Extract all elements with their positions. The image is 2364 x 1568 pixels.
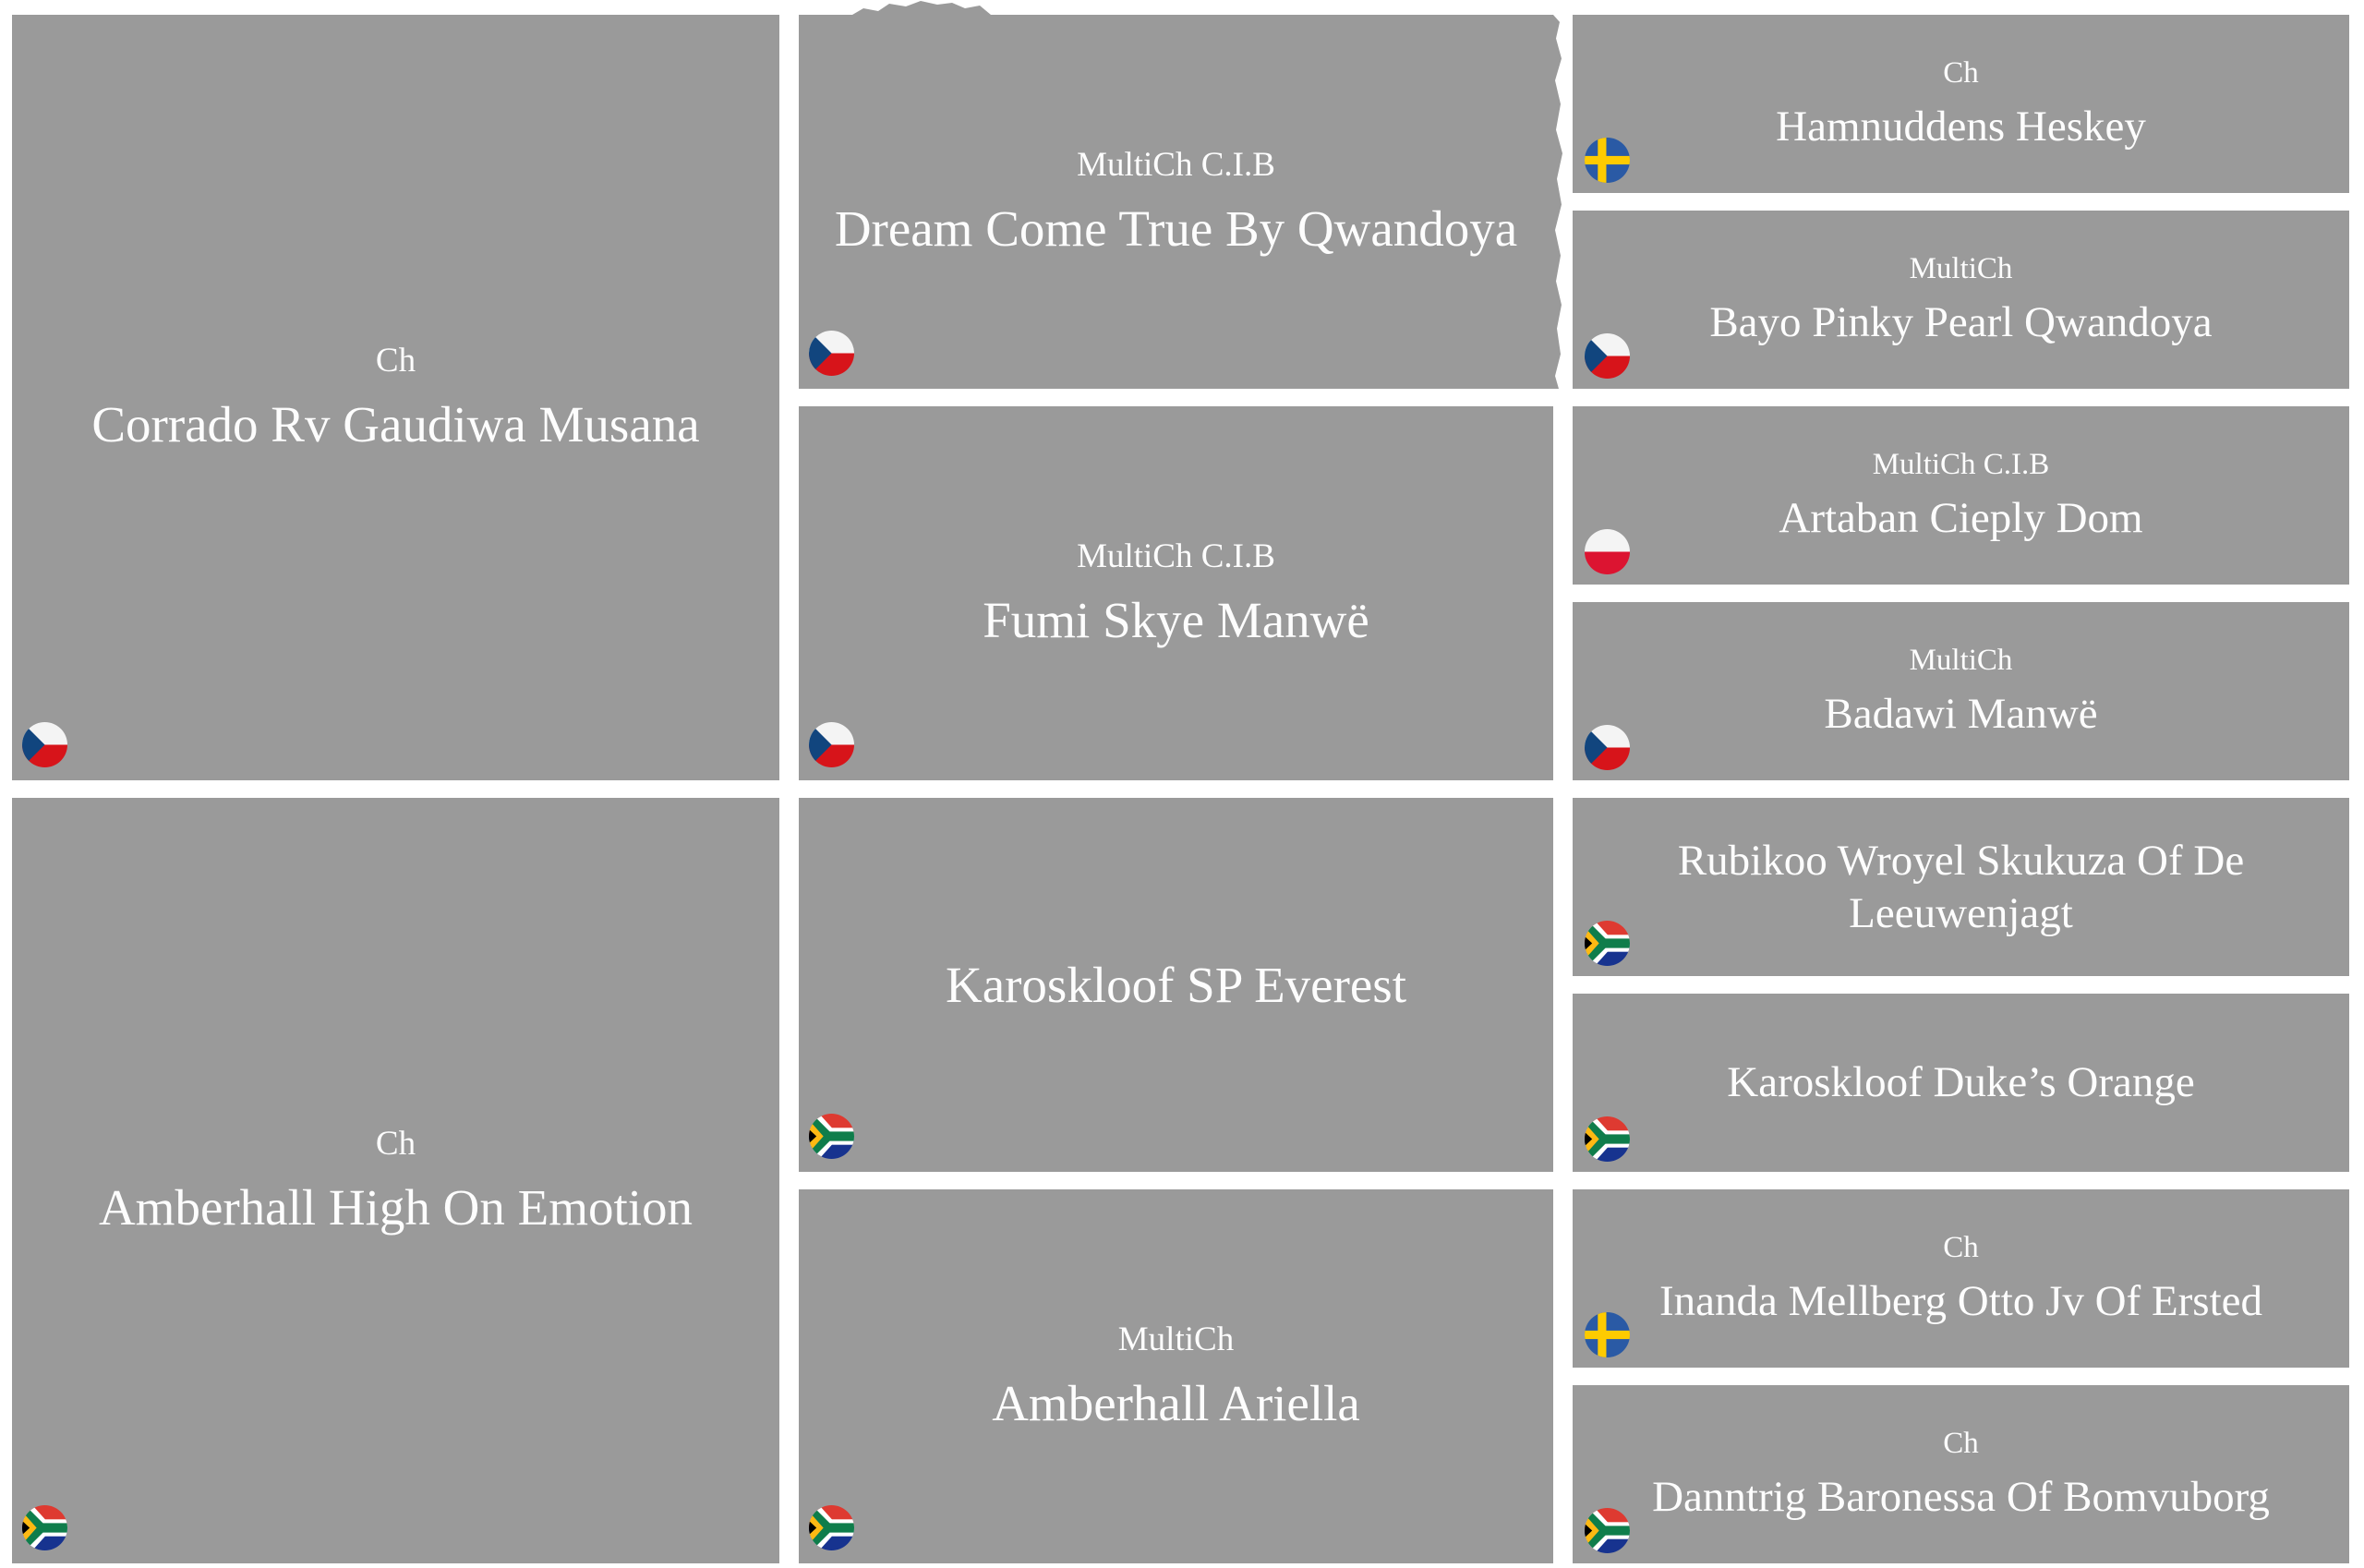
- pedigree-card-dam[interactable]: Ch Amberhall High On Emotion: [12, 798, 779, 1563]
- czech-flag-icon: [809, 331, 854, 376]
- pedigree-card-great-grandparent[interactable]: MultiCh Badawi Manwë: [1573, 602, 2349, 780]
- champion-title: MultiCh C.I.B: [1077, 537, 1275, 576]
- czech-flag-icon: [22, 722, 67, 767]
- champion-title: Ch: [375, 342, 416, 380]
- dog-name: Karoskloof SP Everest: [945, 956, 1406, 1013]
- torn-edge-decoration: [1553, 15, 1565, 389]
- champion-title: Ch: [1943, 1231, 1979, 1265]
- champion-title: MultiCh C.I.B: [1872, 448, 2050, 482]
- pedigree-card-granddam[interactable]: MultiCh Amberhall Ariella: [799, 1189, 1553, 1563]
- dog-name: Amberhall Ariella: [992, 1374, 1360, 1431]
- champion-title: Ch: [1943, 1427, 1979, 1461]
- pedigree-card-great-grandparent[interactable]: Rubikoo Wroyel Skukuza Of De Leeuwenjagt: [1573, 798, 2349, 976]
- torn-edge-decoration: [852, 0, 991, 15]
- dog-name: Bayo Pinky Pearl Qwandoya: [1709, 298, 2213, 347]
- dog-name: Badawi Manwë: [1824, 690, 2098, 739]
- dog-name: Fumi Skye Manwë: [983, 591, 1369, 648]
- champion-title: MultiCh: [1117, 1321, 1235, 1359]
- dog-name: Karoskloof Duke’s Orange: [1727, 1058, 2195, 1107]
- south-africa-flag-icon: [1585, 1508, 1630, 1553]
- dog-name: Artaban Cieply Dom: [1779, 494, 2143, 543]
- pedigree-card-granddam[interactable]: MultiCh C.I.B Fumi Skye Manwë: [799, 406, 1553, 780]
- dog-name: Inanda Mellberg Otto Jv Of Ersted: [1658, 1277, 2263, 1326]
- dog-name: Corrado Rv Gaudiwa Musana: [91, 395, 700, 452]
- south-africa-flag-icon: [22, 1505, 67, 1550]
- champion-title: MultiCh C.I.B: [1077, 146, 1275, 185]
- pedigree-card-great-grandparent[interactable]: Karoskloof Duke’s Orange: [1573, 994, 2349, 1172]
- dog-name: Amberhall High On Emotion: [98, 1178, 694, 1236]
- pedigree-card-grandsire[interactable]: Karoskloof SP Everest: [799, 798, 1553, 1172]
- dog-name: Rubikoo Wroyel Skukuza Of De Leeuwenjagt: [1677, 837, 2245, 937]
- champion-title: Ch: [1943, 56, 1979, 90]
- dog-name: Dream Come True By Qwandoya: [834, 199, 1518, 257]
- dog-name: Hamnuddens Heskey: [1776, 103, 2146, 151]
- pedigree-card-great-grandparent[interactable]: Ch Danntrig Baronessa Of Bomvuborg: [1573, 1385, 2349, 1563]
- south-africa-flag-icon: [809, 1114, 854, 1159]
- pedigree-card-great-grandparent[interactable]: Ch Hamnuddens Heskey: [1573, 15, 2349, 193]
- czech-flag-icon: [809, 722, 854, 767]
- sweden-flag-icon: [1585, 138, 1630, 183]
- dog-name: Danntrig Baronessa Of Bomvuborg: [1652, 1473, 2270, 1522]
- pedigree-card-sire[interactable]: Ch Corrado Rv Gaudiwa Musana: [12, 15, 779, 780]
- champion-title: MultiCh: [1909, 644, 2013, 678]
- champion-title: MultiCh: [1909, 252, 2013, 286]
- pedigree-card-great-grandparent[interactable]: MultiCh Bayo Pinky Pearl Qwandoya: [1573, 211, 2349, 389]
- south-africa-flag-icon: [1585, 1116, 1630, 1162]
- poland-flag-icon: [1585, 529, 1630, 574]
- czech-flag-icon: [1585, 333, 1630, 379]
- south-africa-flag-icon: [1585, 921, 1630, 966]
- pedigree-card-great-grandparent[interactable]: Ch Inanda Mellberg Otto Jv Of Ersted: [1573, 1189, 2349, 1368]
- pedigree-card-grandsire[interactable]: MultiCh C.I.B Dream Come True By Qwandoy…: [799, 15, 1553, 389]
- champion-title: Ch: [375, 1125, 416, 1164]
- pedigree-card-great-grandparent[interactable]: MultiCh C.I.B Artaban Cieply Dom: [1573, 406, 2349, 585]
- south-africa-flag-icon: [809, 1505, 854, 1550]
- czech-flag-icon: [1585, 725, 1630, 770]
- sweden-flag-icon: [1585, 1312, 1630, 1357]
